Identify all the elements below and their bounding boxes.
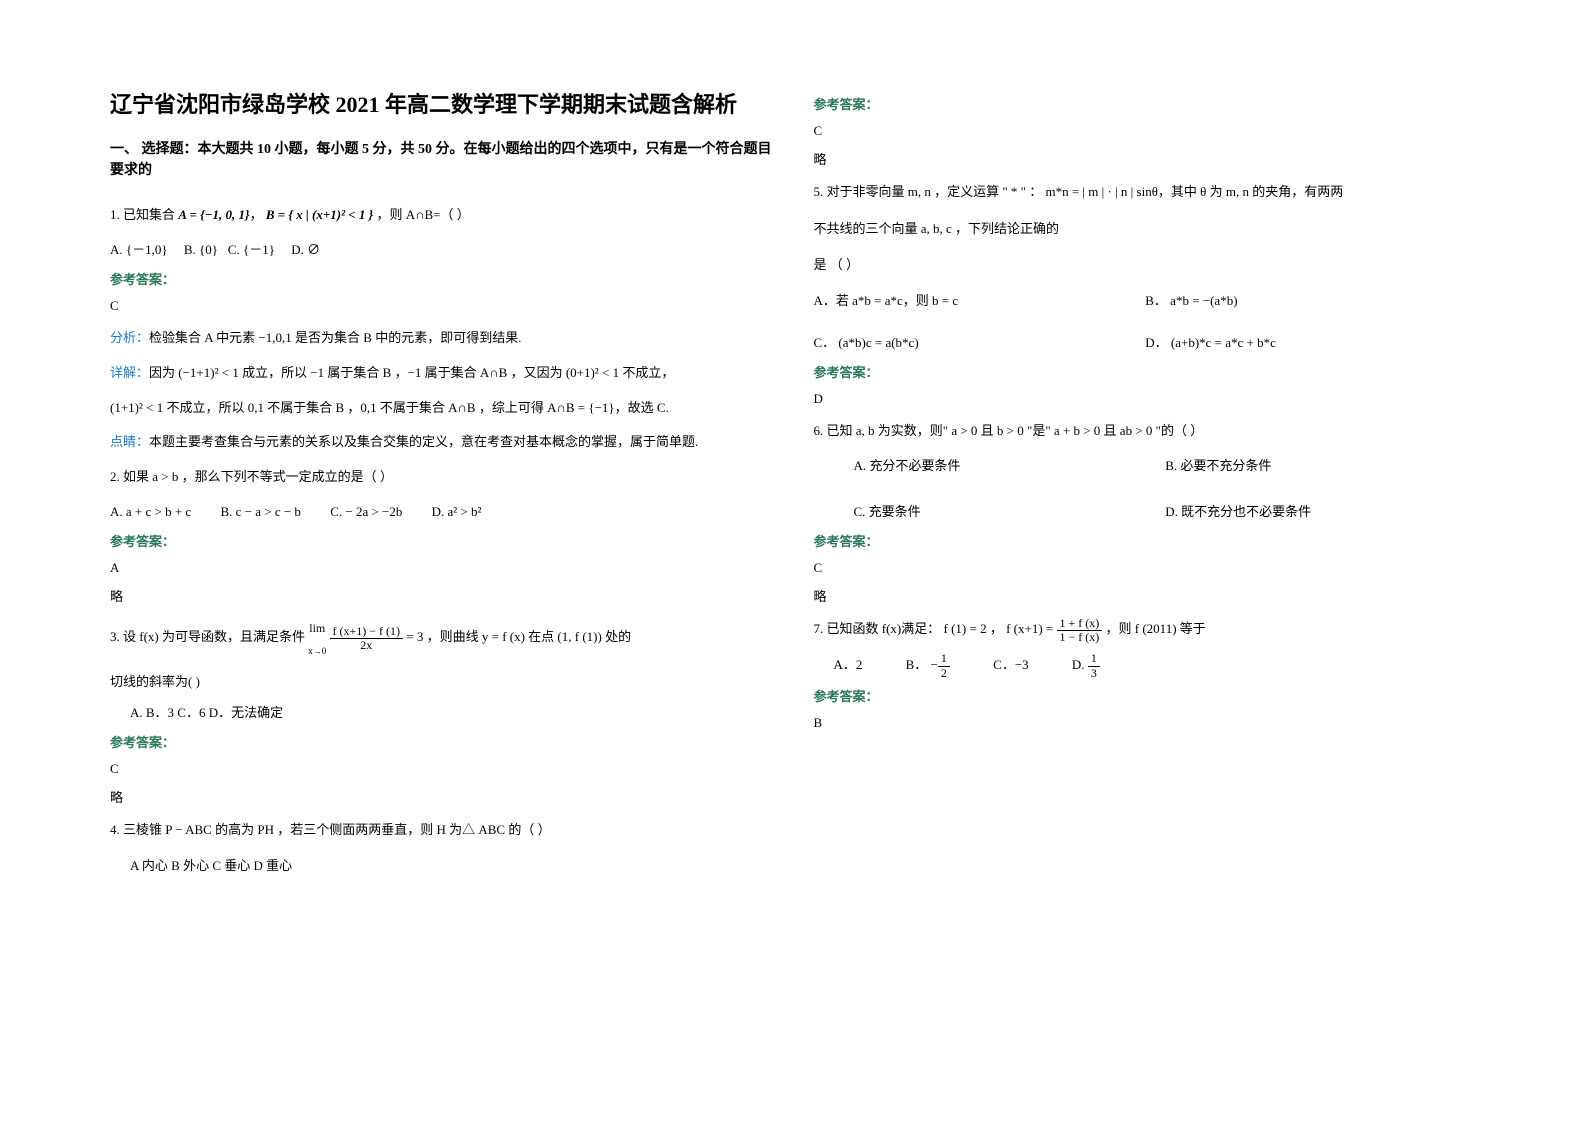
section-1-header: 一、 选择题：本大题共 10 小题，每小题 5 分，共 50 分。在每小题给出的… (110, 139, 774, 181)
q4-extra: 略 (814, 149, 1478, 168)
q3-options: A. B．3 C．6 D．无法确定 (110, 700, 774, 726)
q4-stem: 4. 三棱锥 P − ABC 的高为 PH ，若三个侧面两两垂直，则 H 为△ … (110, 816, 774, 845)
q7-rec-left: f (x+1) = (1006, 621, 1053, 636)
q5-opt-d: D． (a+b)*c = a*c + b*c (1145, 330, 1477, 356)
q7-answer: B (814, 715, 1478, 731)
q5-options-row1: A．若 a*b = a*c，则 b = c B． a*b = −(a*b) (814, 288, 1478, 314)
q1-answer-label: 参考答案： (110, 269, 774, 288)
q1-opt-a: A. {－1,0} (110, 242, 168, 257)
q7-opt-d: D. 13 (1072, 652, 1100, 680)
q2-stem: 2. 如果 a > b ，那么下列不等式一定成立的是（ ） (110, 463, 774, 492)
right-column: 参考答案： C 略 5. 对于非零向量 m, n ，定义运算 " * " ： m… (814, 90, 1478, 885)
q1-opt-c: C. {－1} (228, 242, 275, 257)
q3-extra: 略 (110, 787, 774, 806)
q3-limit: lim x→0 (308, 615, 326, 661)
q3-answer-label: 参考答案： (110, 732, 774, 751)
q5-opt-b: B． a*b = −(a*b) (1145, 288, 1477, 314)
q7-opt-a: A．2 (834, 652, 863, 678)
q7-opt-c: C．−3 (993, 652, 1029, 678)
q1-opt-d: D. ∅ (291, 242, 320, 257)
q2-opt-a: A. a + c > b + c (110, 504, 191, 519)
q1-detail-line1: 因为 (−1+1)² < 1 成立，所以 −1 属于集合 B ，−1 属于集合 … (149, 365, 674, 380)
document-title: 辽宁省沈阳市绿岛学校 2021 年高二数学理下学期期末试题含解析 (110, 90, 774, 121)
q7-stem-prefix: 7. 已知函数 f(x)满足： (814, 621, 941, 636)
q5-answer: D (814, 391, 1478, 407)
q6-options-row2: C. 充要条件 D. 既不充分也不必要条件 (814, 499, 1478, 525)
q6-stem: 6. 已知 a, b 为实数，则" a > 0 且 b > 0 "是" a + … (814, 417, 1478, 446)
q1-stem-prefix: 1. 已知集合 (110, 207, 175, 222)
q1-options: A. {－1,0} B. {0} C. {－1} D. ∅ (110, 237, 774, 263)
q6-opt-a: A. 充分不必要条件 (854, 453, 1166, 479)
q6-options-row1: A. 充分不必要条件 B. 必要不充分条件 (814, 453, 1478, 479)
q1-set-b: B = { x | (x+1)² < 1 } (266, 207, 373, 222)
q1-set-a: A = {−1, 0, 1} (178, 207, 249, 222)
q2-opt-b: B. c − a > c − b (220, 504, 300, 519)
q6-opt-b: B. 必要不充分条件 (1165, 453, 1477, 479)
q1-opt-b: B. {0} (184, 242, 218, 257)
q5-answer-label: 参考答案： (814, 362, 1478, 381)
q5-line1: 5. 对于非零向量 m, n ，定义运算 " * " ： m*n = | m |… (814, 178, 1478, 207)
q6-opt-d: D. 既不充分也不必要条件 (1165, 499, 1477, 525)
q6-answer: C (814, 560, 1478, 576)
q4-answer-label: 参考答案： (814, 94, 1478, 113)
q7-stem: 7. 已知函数 f(x)满足： f (1) = 2 ， f (x+1) = 1 … (814, 615, 1478, 644)
q2-options: A. a + c > b + c B. c − a > c − b C. − 2… (110, 499, 774, 525)
q5-line3: 是 （ ） (814, 251, 1478, 280)
q1-answer: C (110, 298, 774, 314)
q7-f1: f (1) = 2 (944, 621, 987, 636)
q3-stem-prefix: 3. 设 f(x) 为可导函数，且满足条件 (110, 629, 305, 644)
q1-detail-line3: 本题主要考查集合与元素的关系以及集合交集的定义，意在考查对基本概念的掌握，属于简… (149, 434, 698, 449)
q1-detail-2: (1+1)² < 1 不成立，所以 0,1 不属于集合 B ，0,1 不属于集合… (110, 394, 774, 423)
q7-answer-label: 参考答案： (814, 686, 1478, 705)
q5-options-row2: C． (a*b)c = a(b*c) D． (a+b)*c = a*c + b*… (814, 330, 1478, 356)
q2-answer-label: 参考答案： (110, 531, 774, 550)
q6-extra: 略 (814, 586, 1478, 605)
q7-sep: ， (990, 621, 1003, 636)
q3-fraction: f (x+1) − f (1) 2x (330, 625, 404, 652)
q4-options: A 内心 B 外心 C 垂心 D 重心 (110, 853, 774, 879)
q7-options: A．2 B． −12 C．−3 D. 13 (814, 652, 1478, 680)
q1-analysis-text: 检验集合 A 中元素 −1,0,1 是否为集合 B 中的元素，即可得到结果. (149, 330, 521, 345)
spacer (814, 485, 1478, 499)
q1-stem-suffix: ，则 A∩B=（ ） (376, 207, 469, 222)
q1-dianjing-label: 点睛： (110, 434, 149, 449)
q2-opt-c: C. − 2a > −2b (330, 504, 402, 519)
q1-analysis: 分析：检验集合 A 中元素 −1,0,1 是否为集合 B 中的元素，即可得到结果… (110, 324, 774, 353)
q2-opt-d: D. a² > b² (432, 504, 482, 519)
q4-answer: C (814, 123, 1478, 139)
q2-answer: A (110, 560, 774, 576)
q7-stem-suffix: ，则 f (2011) 等于 (1106, 621, 1206, 636)
q1-detail-label: 详解： (110, 365, 149, 380)
q5-opt-c: C． (a*b)c = a(b*c) (814, 330, 1146, 356)
q1-detail-1: 详解：因为 (−1+1)² < 1 成立，所以 −1 属于集合 B ，−1 属于… (110, 359, 774, 388)
q2-extra: 略 (110, 586, 774, 605)
q3-stem-suffix: 切线的斜率为( ) (110, 670, 774, 695)
q5-line2: 不共线的三个向量 a, b, c ，下列结论正确的 (814, 215, 1478, 244)
q7-opt-b: B． −12 (906, 652, 950, 680)
q3-stem-mid: ，则曲线 y = f (x) 在点 (1, f (1)) 处的 (427, 629, 631, 644)
q3-answer: C (110, 761, 774, 777)
q6-opt-c: C. 充要条件 (854, 499, 1166, 525)
q5-opt-a: A．若 a*b = a*c，则 b = c (814, 288, 1146, 314)
spacer (814, 320, 1478, 330)
q1-analysis-label: 分析： (110, 330, 149, 345)
q7-recurrence-fraction: 1 + f (x) 1 − f (x) (1057, 617, 1103, 644)
q3-eq: = 3 (406, 629, 423, 644)
q6-answer-label: 参考答案： (814, 531, 1478, 550)
page-columns: 辽宁省沈阳市绿岛学校 2021 年高二数学理下学期期末试题含解析 一、 选择题：… (110, 90, 1477, 885)
q3-stem: 3. 设 f(x) 为可导函数，且满足条件 lim x→0 f (x+1) − … (110, 615, 774, 661)
q1-detail-3: 点睛：本题主要考查集合与元素的关系以及集合交集的定义，意在考查对基本概念的掌握，… (110, 428, 774, 457)
left-column: 辽宁省沈阳市绿岛学校 2021 年高二数学理下学期期末试题含解析 一、 选择题：… (110, 90, 774, 885)
q1-stem: 1. 已知集合 A = {−1, 0, 1}， B = { x | (x+1)²… (110, 201, 774, 230)
